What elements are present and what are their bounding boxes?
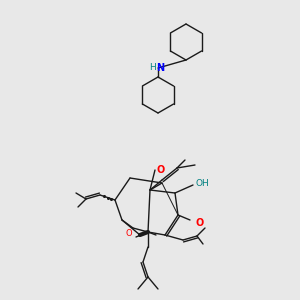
- Text: N: N: [156, 63, 164, 73]
- Text: H: H: [148, 64, 155, 73]
- Text: OH: OH: [195, 178, 209, 188]
- Text: O: O: [196, 218, 204, 228]
- Text: O: O: [126, 229, 132, 238]
- Text: O: O: [157, 165, 165, 175]
